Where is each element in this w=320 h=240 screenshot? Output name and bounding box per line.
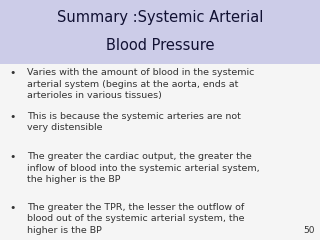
Text: Blood Pressure: Blood Pressure (106, 38, 214, 53)
Text: •: • (10, 68, 16, 78)
Text: •: • (10, 112, 16, 122)
Text: Summary :Systemic Arterial: Summary :Systemic Arterial (57, 10, 263, 25)
Text: •: • (10, 203, 16, 213)
Text: The greater the cardiac output, the greater the
inflow of blood into the systemi: The greater the cardiac output, the grea… (27, 152, 260, 184)
Text: Varies with the amount of blood in the systemic
arterial system (begins at the a: Varies with the amount of blood in the s… (27, 68, 255, 100)
Text: The greater the TPR, the lesser the outflow of
blood out of the systemic arteria: The greater the TPR, the lesser the outf… (27, 203, 245, 235)
FancyBboxPatch shape (0, 0, 320, 64)
Text: •: • (10, 152, 16, 162)
Text: 50: 50 (304, 226, 315, 235)
Text: This is because the systemic arteries are not
very distensible: This is because the systemic arteries ar… (27, 112, 241, 132)
